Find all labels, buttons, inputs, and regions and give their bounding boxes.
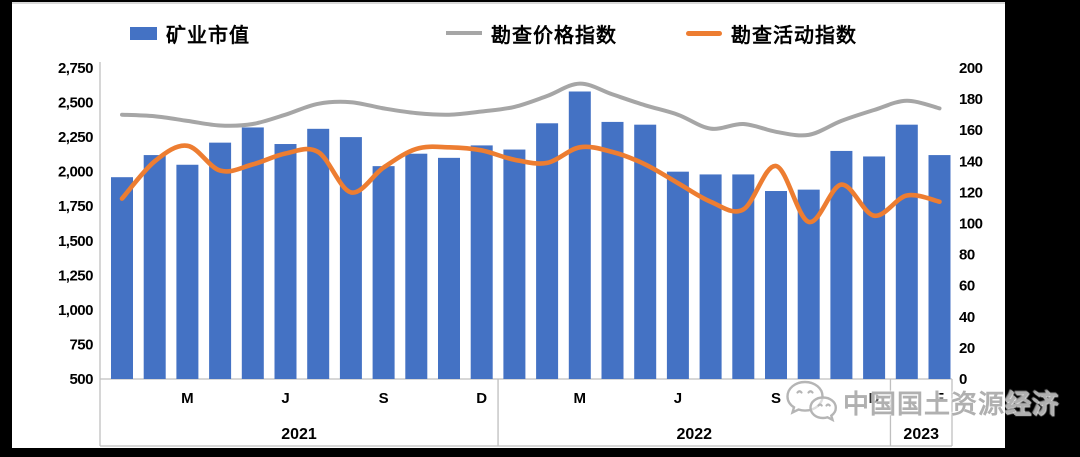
month-label-F: F xyxy=(935,390,944,407)
bar-feb-2022 xyxy=(536,123,559,380)
left-axis-tick: 1,750 xyxy=(58,198,93,215)
activity-index-line xyxy=(119,143,942,225)
left-axis-tick: 1,000 xyxy=(58,302,93,319)
bar-nov-2021 xyxy=(438,157,460,379)
wechat-icon xyxy=(786,380,838,423)
right-axis-tick: 100 xyxy=(959,216,983,233)
legend-label-exploration-activity-index: 勘查活动指数 xyxy=(731,24,857,47)
legend-swatch-activity-line xyxy=(686,30,722,36)
month-label-J: J xyxy=(674,390,682,407)
legend-label-mining-market-cap: 矿业市值 xyxy=(166,24,250,47)
right-axis-tick: 80 xyxy=(959,247,975,264)
bar-may-2022 xyxy=(634,124,657,379)
watermark-text: 中国国土资源经济 xyxy=(843,388,1060,419)
bar-jul-2022 xyxy=(699,174,722,379)
bar-aug-2021 xyxy=(339,137,362,379)
left-axis-tick: 2,500 xyxy=(58,95,93,112)
legend-item-exploration-price-index: 勘查价格指数 xyxy=(446,20,617,47)
bar-dec-2021 xyxy=(470,145,493,379)
month-label-M: M xyxy=(181,390,194,407)
left-axis-tick: 750 xyxy=(69,336,93,353)
right-axis-tick: 0 xyxy=(959,371,967,388)
bar-mar-2021 xyxy=(176,164,199,379)
right-axis-tick: 120 xyxy=(959,184,983,201)
legend: 矿业市值 勘查价格指数 勘查活动指数 xyxy=(0,0,1080,50)
bar-apr-2022 xyxy=(601,121,624,379)
right-axis-tick: 60 xyxy=(959,278,975,295)
left-axis-tick: 2,250 xyxy=(58,129,93,146)
bar-nov-2022 xyxy=(830,150,853,379)
bar-aug-2022 xyxy=(732,174,755,379)
bar-apr-2021 xyxy=(209,142,232,379)
month-label-D: D xyxy=(476,390,487,407)
left-axis-tick: 2,000 xyxy=(58,164,93,181)
legend-swatch-bar xyxy=(130,26,157,40)
bar-jul-2021 xyxy=(307,128,330,379)
month-label-J: J xyxy=(281,390,289,407)
left-axis-tick: 500 xyxy=(69,371,93,388)
bar-jan-2023 xyxy=(895,124,918,379)
bar-sep-2021 xyxy=(372,166,395,379)
month-label-M: M xyxy=(574,390,587,407)
month-label-S: S xyxy=(771,390,781,407)
year-label-2021: 2021 xyxy=(281,426,317,443)
legend-item-mining-market-cap: 矿业市值 xyxy=(130,20,250,47)
right-axis-tick: 40 xyxy=(959,309,975,326)
bar-jan-2022 xyxy=(503,149,526,379)
bar-jun-2021 xyxy=(274,144,297,379)
month-label-S: S xyxy=(379,390,389,407)
bar-oct-2022 xyxy=(797,189,820,379)
bar-mar-2022 xyxy=(568,91,591,380)
top-border xyxy=(12,2,1005,4)
legend-label-exploration-price-index: 勘查价格指数 xyxy=(491,24,617,47)
bar-sep-2022 xyxy=(765,191,787,379)
price-index-line xyxy=(120,81,942,138)
month-label-D: D xyxy=(869,390,880,407)
year-label-2023: 2023 xyxy=(903,426,939,443)
right-axis-tick: 20 xyxy=(959,340,975,357)
legend-swatch-price-line xyxy=(446,31,482,35)
right-axis-tick: 200 xyxy=(959,60,983,77)
left-axis-tick: 2,750 xyxy=(58,60,93,77)
bar-may-2021 xyxy=(241,127,264,380)
legend-item-exploration-activity-index: 勘查活动指数 xyxy=(686,20,857,47)
bar-dec-2022 xyxy=(863,156,886,379)
year-label-2022: 2022 xyxy=(676,426,712,443)
left-axis-tick: 1,500 xyxy=(58,233,93,250)
left-axis-tick: 1,250 xyxy=(58,267,93,284)
bar-jun-2022 xyxy=(666,171,689,379)
bar-jan-2021 xyxy=(111,177,133,379)
right-axis-tick: 180 xyxy=(959,91,983,108)
right-axis-tick: 140 xyxy=(959,153,983,170)
bar-oct-2021 xyxy=(405,153,428,379)
bar-feb-2021 xyxy=(143,155,166,379)
watermark: 中国国土资源经济 xyxy=(784,379,1059,425)
bar-feb-2023 xyxy=(928,155,951,379)
right-axis-tick: 160 xyxy=(959,122,983,139)
